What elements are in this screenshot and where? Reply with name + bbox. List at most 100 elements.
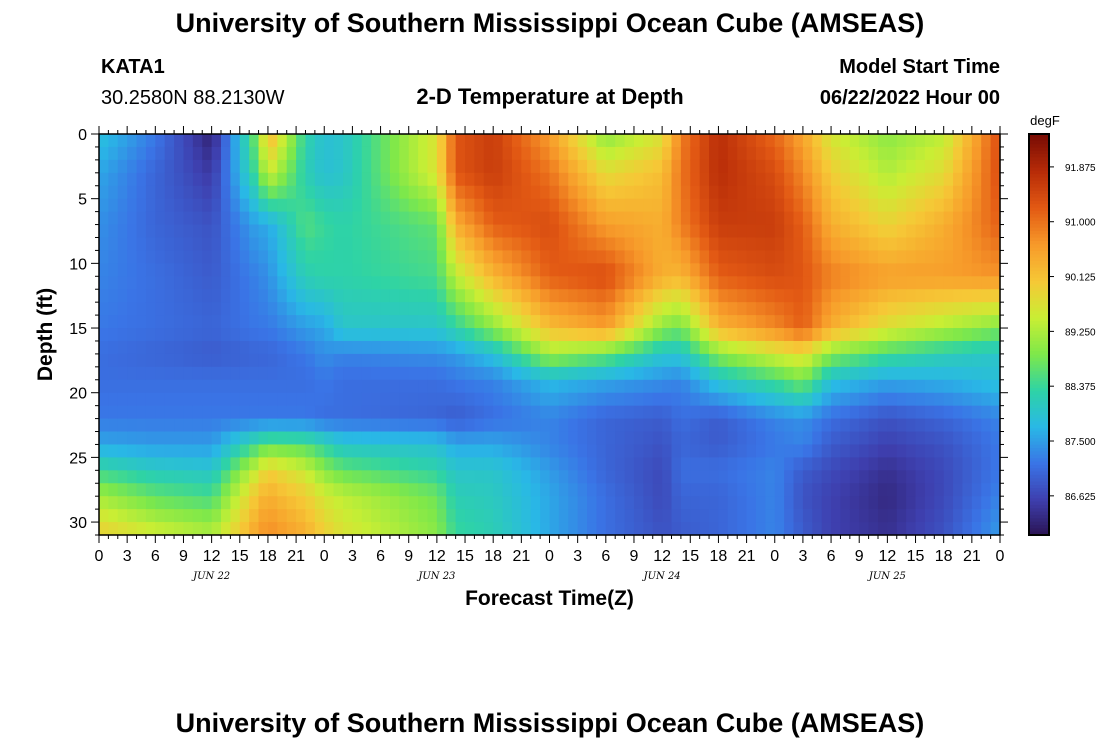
heatmap-cell <box>305 340 316 355</box>
heatmap-cell <box>840 224 851 239</box>
heatmap-cell <box>934 250 945 264</box>
colorbar-segment <box>1029 160 1049 165</box>
heatmap-cell <box>971 237 982 252</box>
heatmap-cell <box>596 134 607 148</box>
heatmap-cell <box>662 198 673 213</box>
heatmap-cell <box>192 353 203 368</box>
heatmap-cell <box>981 159 992 174</box>
heatmap-cell <box>127 366 138 381</box>
heatmap-cell <box>324 146 335 161</box>
heatmap-cell <box>953 496 964 510</box>
heatmap-cell <box>934 302 945 316</box>
heatmap-cell <box>333 159 344 174</box>
heatmap-cell <box>868 263 879 277</box>
heatmap-cell <box>380 483 391 497</box>
heatmap-cell <box>906 366 917 381</box>
heatmap-cell <box>934 444 945 458</box>
colorbar-segment <box>1029 324 1049 329</box>
heatmap-cell <box>568 198 579 213</box>
heatmap-cell <box>230 444 241 458</box>
heatmap-cell <box>934 366 945 381</box>
heatmap-cell <box>296 340 307 355</box>
heatmap-cell <box>483 211 494 226</box>
heatmap-cell <box>840 444 851 458</box>
colorbar-frame <box>1028 133 1050 536</box>
heatmap-cell <box>605 185 616 200</box>
heatmap-cell <box>915 522 926 536</box>
heatmap-cell <box>718 483 729 497</box>
heatmap-cell <box>371 431 382 446</box>
heatmap-cell <box>230 405 241 420</box>
heatmap-cell <box>117 392 128 407</box>
heatmap-cell <box>906 444 917 458</box>
heatmap-cell <box>296 328 307 342</box>
heatmap-cell <box>446 198 457 213</box>
heatmap-cell <box>671 172 682 187</box>
heatmap-cell <box>361 211 372 226</box>
colorbar-segment <box>1029 260 1049 265</box>
colorbar-segment <box>1029 377 1049 382</box>
heatmap-cell <box>521 315 532 329</box>
heatmap-cell <box>596 276 607 290</box>
heatmap-cell <box>436 379 447 394</box>
heatmap-cell <box>352 353 363 368</box>
heatmap-cell <box>596 302 607 316</box>
heatmap-cell <box>493 328 504 342</box>
heatmap-cell <box>624 340 635 355</box>
heatmap-cell <box>549 379 560 394</box>
heatmap-cell <box>859 237 870 252</box>
heatmap-cell <box>389 392 400 407</box>
date-label: JUN 22 <box>191 571 230 582</box>
heatmap-cell <box>202 276 213 290</box>
heatmap-cell <box>408 159 419 174</box>
heatmap-cell <box>324 263 335 277</box>
heatmap-cell <box>286 146 297 161</box>
heatmap-cell <box>277 276 288 290</box>
heatmap-cell <box>624 496 635 510</box>
heatmap-cell <box>296 457 307 471</box>
heatmap-cell <box>784 211 795 226</box>
heatmap-cell <box>652 289 663 303</box>
colorbar-segment <box>1029 237 1049 242</box>
heatmap-cell <box>737 289 748 303</box>
heatmap-cell <box>389 444 400 458</box>
heatmap-cell <box>436 250 447 264</box>
heatmap-cell <box>136 237 147 252</box>
heatmap-cell <box>605 250 616 264</box>
heatmap-cell <box>221 263 231 277</box>
heatmap-cell <box>465 366 476 381</box>
heatmap-cell <box>549 185 560 200</box>
heatmap-cell <box>174 509 185 523</box>
heatmap-cell <box>784 328 795 342</box>
heatmap-cell <box>633 250 644 264</box>
heatmap-cell <box>399 405 410 420</box>
heatmap-cell <box>699 224 710 239</box>
heatmap-cell <box>333 457 344 471</box>
heatmap-cell <box>221 250 231 264</box>
heatmap-cell <box>117 289 128 303</box>
heatmap-cell <box>145 340 156 355</box>
heatmap-cell <box>174 431 185 446</box>
colorbar-segment <box>1029 524 1049 529</box>
heatmap-cell <box>709 457 720 471</box>
colorbar-segment <box>1029 344 1049 349</box>
heatmap-cell <box>934 509 945 523</box>
heatmap-cell <box>99 263 109 277</box>
heatmap-cell <box>549 496 560 510</box>
heatmap-cell <box>164 444 175 458</box>
heatmap-cell <box>502 457 513 471</box>
heatmap-cell <box>99 198 109 213</box>
heatmap-cell <box>971 483 982 497</box>
heatmap-cell <box>155 353 166 368</box>
heatmap-cell <box>446 302 457 316</box>
heatmap-cell <box>906 379 917 394</box>
heatmap-cell <box>267 198 278 213</box>
colorbar-segment <box>1029 421 1049 426</box>
heatmap-cell <box>455 366 466 381</box>
heatmap-cell <box>399 289 410 303</box>
heatmap-cell <box>465 146 476 161</box>
heatmap-cell <box>718 146 729 161</box>
colorbar-segment <box>1029 244 1049 249</box>
heatmap-cell <box>671 483 682 497</box>
heatmap-cell <box>530 302 541 316</box>
